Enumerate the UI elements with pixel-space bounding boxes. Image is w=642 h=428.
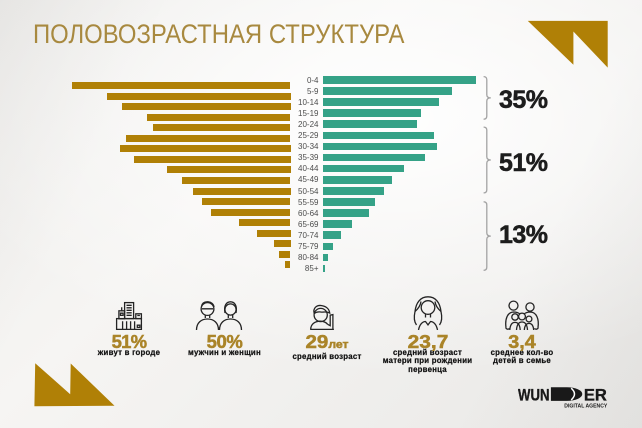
svg-text:WUN: WUN [518,387,550,405]
svg-text:DIGITAL AGENCY: DIGITAL AGENCY [564,403,608,409]
svg-text:ER: ER [583,387,606,405]
